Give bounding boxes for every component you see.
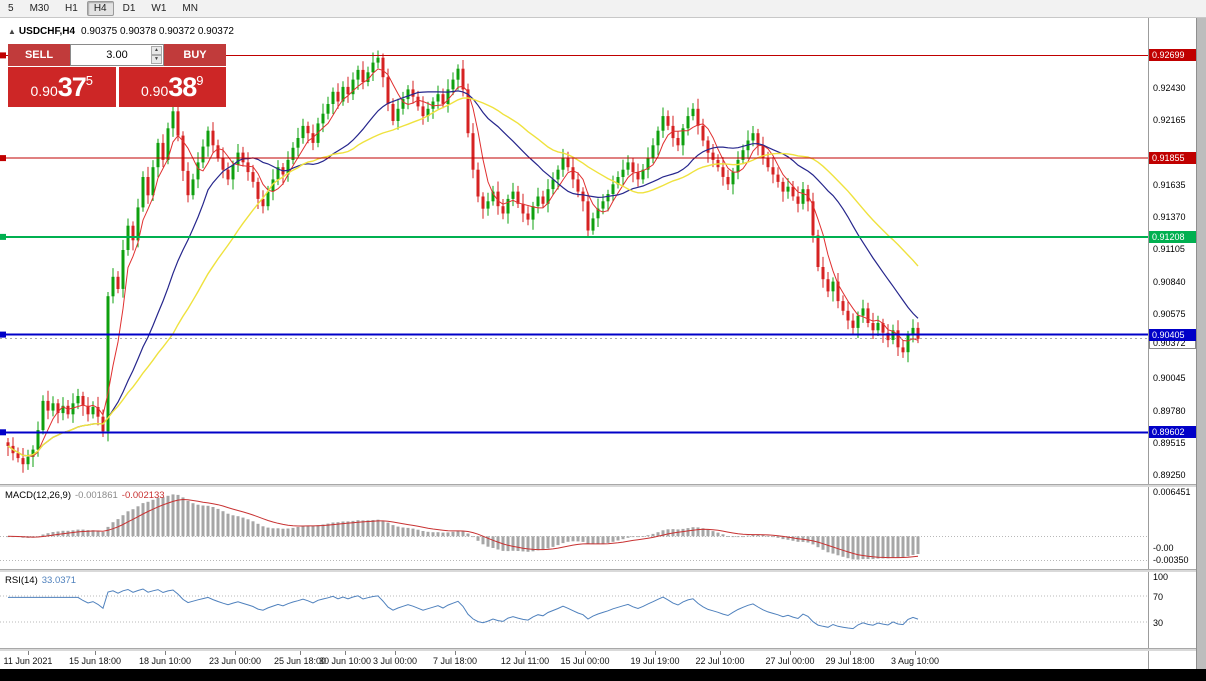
macd-axis-label: 0.006451 xyxy=(1153,487,1191,498)
timeframe-button-5[interactable]: 5 xyxy=(8,3,14,14)
sell-price-main: 0.90 xyxy=(30,82,58,99)
buy-button[interactable]: BUY xyxy=(164,44,226,66)
rsi-value: 33.0371 xyxy=(41,575,77,586)
volume-input[interactable]: 3.00 ▲ ▼ xyxy=(70,44,164,66)
buy-price-point: 9 xyxy=(196,73,204,88)
price-line-tag: 0.91208 xyxy=(1149,230,1196,243)
timeframe-button-H1[interactable]: H1 xyxy=(65,3,78,14)
volume-increase-button[interactable]: ▲ xyxy=(151,46,162,55)
price-axis-label: 0.89515 xyxy=(1153,437,1186,448)
sell-price-point: 5 xyxy=(85,73,94,88)
panel-separator[interactable] xyxy=(0,648,1196,651)
rsi-axis-label: 100 xyxy=(1153,572,1169,582)
time-axis-tick xyxy=(345,651,346,655)
time-axis-label: 30 Jun 10:00 xyxy=(318,656,372,666)
price-axis-label: 0.92165 xyxy=(1153,115,1186,126)
sell-button[interactable]: SELL xyxy=(8,44,70,66)
volume-value: 3.00 xyxy=(106,49,128,61)
price-line-tag: 0.90405 xyxy=(1149,328,1196,341)
price-axis-label: 0.92430 xyxy=(1153,83,1186,94)
macd-label: MACD(12,26,9) -0.001861 -0.002133 xyxy=(5,490,165,501)
timeframe-button-D1[interactable]: D1 xyxy=(122,3,136,14)
price-axis-label: 0.91370 xyxy=(1153,212,1186,223)
one-click-trade-panel: SELL 3.00 ▲ ▼ BUY 0.90 37 5 0.90 38 9 xyxy=(8,44,226,107)
time-axis[interactable]: 11 Jun 2021 15 Jun 18:00 18 Jun 10:00 23 Ju… xyxy=(0,651,1148,669)
macd-axis-label: -0.00 xyxy=(1153,542,1174,553)
time-axis-label: 15 Jun 18:00 xyxy=(68,656,122,666)
timeframe-toolbar: 5 M30 H1 H4 D1 W1 MN xyxy=(0,0,1206,18)
macd-signal-value: -0.002133 xyxy=(121,490,165,501)
time-axis-label: 27 Jul 00:00 xyxy=(765,656,815,666)
time-axis-label: 7 Jul 18:00 xyxy=(432,656,478,666)
timeframe-button-M30[interactable]: M30 xyxy=(29,3,50,14)
time-axis-tick xyxy=(395,651,396,655)
buy-price-pips: 38 xyxy=(168,71,197,102)
chart-header: ▲ USDCHF,H4 0.90375 0.90378 0.90372 0.9037… xyxy=(8,26,234,37)
time-axis-tick xyxy=(525,651,526,655)
time-axis-label: 18 Jun 10:00 xyxy=(138,656,192,666)
time-axis-tick xyxy=(95,651,96,655)
buy-price-button[interactable]: 0.90 38 9 xyxy=(118,67,226,107)
price-axis-label: 0.90575 xyxy=(1153,308,1186,319)
price-axis-column[interactable]: 0.92430 0.92165 0.91635 0.91370 0.91105 0.908… xyxy=(1148,17,1197,669)
time-axis-label: 11 Jun 2021 xyxy=(3,656,53,666)
timeframe-button-MN[interactable]: MN xyxy=(182,3,198,14)
macd-main-value: -0.001861 xyxy=(75,490,118,501)
candlestick-chart[interactable] xyxy=(0,17,1148,489)
price-axis-label: 0.91635 xyxy=(1153,179,1186,190)
time-axis-tick xyxy=(585,651,586,655)
time-axis-label: 3 Jul 00:00 xyxy=(372,656,418,666)
time-axis-tick xyxy=(655,651,656,655)
time-axis-label: 29 Jul 18:00 xyxy=(825,656,875,666)
buy-price-main: 0.90 xyxy=(140,82,169,99)
price-axis-label: 0.90840 xyxy=(1153,276,1186,287)
price-axis-label: 0.89780 xyxy=(1153,405,1186,416)
symbol-title: USDCHF,H4 xyxy=(18,26,76,37)
main-chart-canvas[interactable]: ▲ USDCHF,H4 0.90375 0.90378 0.90372 0.9037… xyxy=(0,17,1148,484)
time-axis-label: 25 Jun 18:00 xyxy=(273,656,327,666)
collapse-trade-panel-icon[interactable]: ▲ xyxy=(8,27,16,36)
volume-spinner: ▲ ▼ xyxy=(151,46,162,64)
price-axis-label: 0.91105 xyxy=(1153,244,1185,255)
price-line-tag: 0.91855 xyxy=(1149,152,1196,165)
time-axis-tick xyxy=(165,651,166,655)
price-axis-label: 0.90045 xyxy=(1153,373,1186,384)
panel-separator[interactable] xyxy=(0,569,1196,572)
volume-decrease-button[interactable]: ▼ xyxy=(151,55,162,64)
macd-panel-canvas[interactable] xyxy=(0,487,1148,569)
time-axis-label: 22 Jul 10:00 xyxy=(695,656,745,666)
time-axis-tick xyxy=(28,651,29,655)
time-axis-label: 3 Aug 10:00 xyxy=(890,656,940,666)
rsi-axis-label: 70 xyxy=(1153,591,1164,602)
macd-name: MACD(12,26,9) xyxy=(5,490,71,501)
rsi-label: RSI(14) 33.0371 xyxy=(5,575,76,586)
time-axis-tick xyxy=(915,651,916,655)
sell-price-pips: 37 xyxy=(57,71,87,102)
time-axis-label: 15 Jul 00:00 xyxy=(560,656,610,666)
rsi-name: RSI(14) xyxy=(5,575,38,586)
time-axis-tick xyxy=(455,651,456,655)
time-axis-tick xyxy=(790,651,791,655)
time-axis-tick xyxy=(720,651,721,655)
bottom-black-bar xyxy=(0,669,1206,681)
timeframe-button-W1[interactable]: W1 xyxy=(151,3,167,14)
ohlc-values: 0.90375 0.90378 0.90372 0.90372 xyxy=(81,26,234,37)
time-axis-label: 12 Jul 11:00 xyxy=(500,656,550,666)
timeframe-button-H4[interactable]: H4 xyxy=(86,1,114,16)
time-axis-tick xyxy=(850,651,851,655)
macd-axis-label: -0.00350 xyxy=(1153,555,1189,566)
price-axis-label: 0.89250 xyxy=(1153,470,1186,481)
rsi-axis-label: 30 xyxy=(1153,618,1164,629)
time-axis-label: 19 Jul 19:00 xyxy=(630,656,680,666)
price-line-tag: 0.89602 xyxy=(1149,426,1196,439)
sell-price-button[interactable]: 0.90 37 5 xyxy=(8,67,116,107)
time-axis-tick xyxy=(300,651,301,655)
time-axis-label: 23 Jun 00:00 xyxy=(208,656,262,666)
window-right-edge xyxy=(1196,17,1206,669)
rsi-panel-canvas[interactable] xyxy=(0,572,1148,648)
time-axis-tick xyxy=(235,651,236,655)
price-line-tag: 0.92699 xyxy=(1149,49,1196,62)
panel-separator[interactable] xyxy=(0,484,1196,487)
